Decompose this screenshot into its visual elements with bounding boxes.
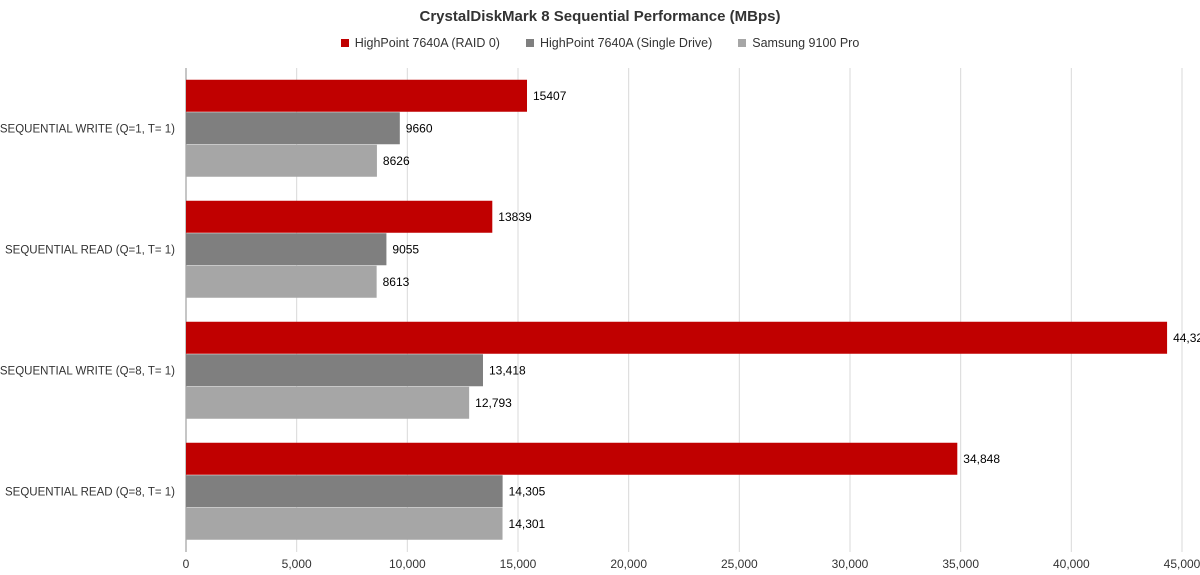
x-tick-label: 25,000 bbox=[721, 557, 758, 571]
data-label: 9660 bbox=[406, 122, 433, 136]
legend-label-single-drive: HighPoint 7640A (Single Drive) bbox=[539, 36, 713, 50]
x-tick-label: 40,000 bbox=[1053, 557, 1090, 571]
data-label: 14,305 bbox=[509, 485, 546, 499]
data-label: 8626 bbox=[383, 154, 410, 168]
bar bbox=[186, 112, 400, 145]
bar bbox=[186, 386, 470, 419]
bar bbox=[186, 507, 503, 540]
data-label: 14,301 bbox=[509, 517, 546, 531]
x-tick-label: 15,000 bbox=[500, 557, 537, 571]
data-label: 15407 bbox=[533, 89, 567, 103]
category-label: SEQUENTIAL WRITE (Q=8, T= 1) bbox=[0, 366, 175, 378]
data-label: 9055 bbox=[392, 243, 419, 257]
legend-label-samsung: Samsung 9100 Pro bbox=[752, 36, 860, 50]
x-tick-label: 20,000 bbox=[610, 557, 647, 571]
x-tick-label: 30,000 bbox=[832, 557, 869, 571]
legend-swatch-samsung bbox=[738, 39, 747, 47]
bar bbox=[186, 144, 377, 177]
bar bbox=[186, 475, 503, 508]
data-label: 44,326 bbox=[1173, 331, 1200, 345]
data-label: 13,418 bbox=[489, 364, 526, 378]
chart-title: CrystalDiskMark 8 Sequential Performance… bbox=[419, 8, 781, 25]
legend-label-raid0: HighPoint 7640A (RAID 0) bbox=[354, 36, 500, 50]
data-label: 8613 bbox=[383, 275, 410, 289]
legend-item-samsung: Samsung 9100 Pro bbox=[738, 36, 859, 50]
x-tick-label: 45,000 bbox=[1164, 557, 1200, 571]
bar bbox=[186, 354, 483, 387]
data-label: 13839 bbox=[498, 210, 532, 224]
x-tick-label: 5,000 bbox=[282, 557, 312, 571]
data-label: 34,848 bbox=[963, 452, 1000, 466]
x-tick-label: 0 bbox=[183, 557, 190, 571]
bar bbox=[186, 442, 958, 475]
legend-swatch-single-drive bbox=[525, 39, 534, 47]
bar bbox=[186, 265, 377, 298]
category-label: SEQUENTIAL READ (Q=8, T= 1) bbox=[5, 487, 175, 499]
data-label: 12,793 bbox=[475, 396, 512, 410]
category-label: SEQUENTIAL READ (Q=1, T= 1) bbox=[5, 245, 175, 257]
bar bbox=[186, 79, 528, 112]
bar bbox=[186, 321, 1168, 354]
bar bbox=[186, 200, 493, 233]
x-tick-label: 10,000 bbox=[389, 557, 426, 571]
legend-item-single-drive: HighPoint 7640A (Single Drive) bbox=[525, 36, 713, 50]
category-label: SEQUENTIAL WRITE (Q=1, T= 1) bbox=[0, 124, 175, 136]
legend-item-raid0: HighPoint 7640A (RAID 0) bbox=[340, 36, 500, 50]
legend-swatch-raid0 bbox=[340, 39, 349, 47]
bar bbox=[186, 233, 387, 266]
legend: HighPoint 7640A (RAID 0) HighPoint 7640A… bbox=[0, 36, 1200, 50]
x-tick-label: 35,000 bbox=[942, 557, 979, 571]
